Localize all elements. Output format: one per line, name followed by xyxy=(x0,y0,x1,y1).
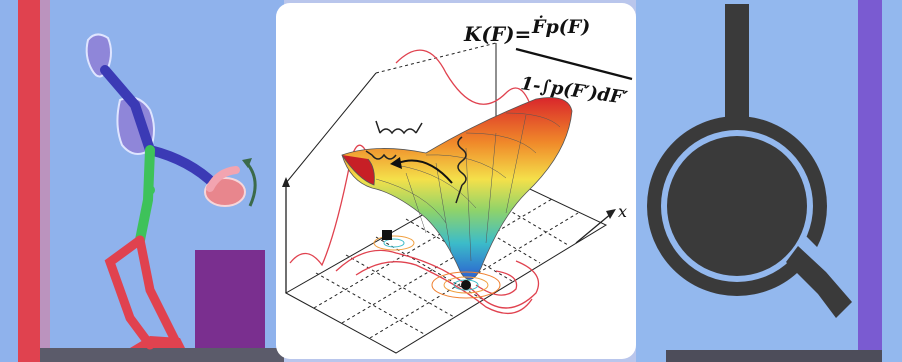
right-panel-glyph-scene xyxy=(636,0,902,362)
floor xyxy=(40,348,284,362)
left-panel-biped-scene xyxy=(0,0,284,362)
formula-numerator: Ḟp(F) xyxy=(531,15,590,38)
formula-fraction-bar xyxy=(515,47,633,81)
energy-landscape-icon: K(F)= Ḟp(F) 1-∫p(F′)dF′ x xyxy=(282,15,633,354)
red-frame-post xyxy=(18,0,40,362)
axis-label-x: x xyxy=(618,202,627,221)
keyhole-glyph-icon xyxy=(647,4,852,318)
surface-mesh xyxy=(341,97,573,280)
projection-curves xyxy=(289,49,540,315)
formula-lhs: K(F)= xyxy=(463,22,531,46)
formula: K(F)= Ḟp(F) 1-∫p(F′)dF′ xyxy=(463,15,633,109)
red-frame-shadow xyxy=(40,0,50,362)
biped-scene-illustration xyxy=(0,0,284,362)
marker-dot xyxy=(461,280,471,290)
bipedal-agent-icon xyxy=(85,33,246,350)
marker-square xyxy=(382,230,392,240)
purple-box xyxy=(195,250,265,348)
spring-icon xyxy=(365,120,467,204)
right-floor xyxy=(666,350,882,362)
keyhole-glyph-illustration xyxy=(636,0,902,362)
middle-panel-energy-landscape: K(F)= Ḟp(F) 1-∫p(F′)dF′ x xyxy=(276,3,636,359)
purple-frame-post xyxy=(858,0,882,362)
axis-arrows: x xyxy=(282,177,627,293)
trajectory-arrow-icon xyxy=(390,157,453,184)
curved-arrow-icon xyxy=(242,158,257,207)
